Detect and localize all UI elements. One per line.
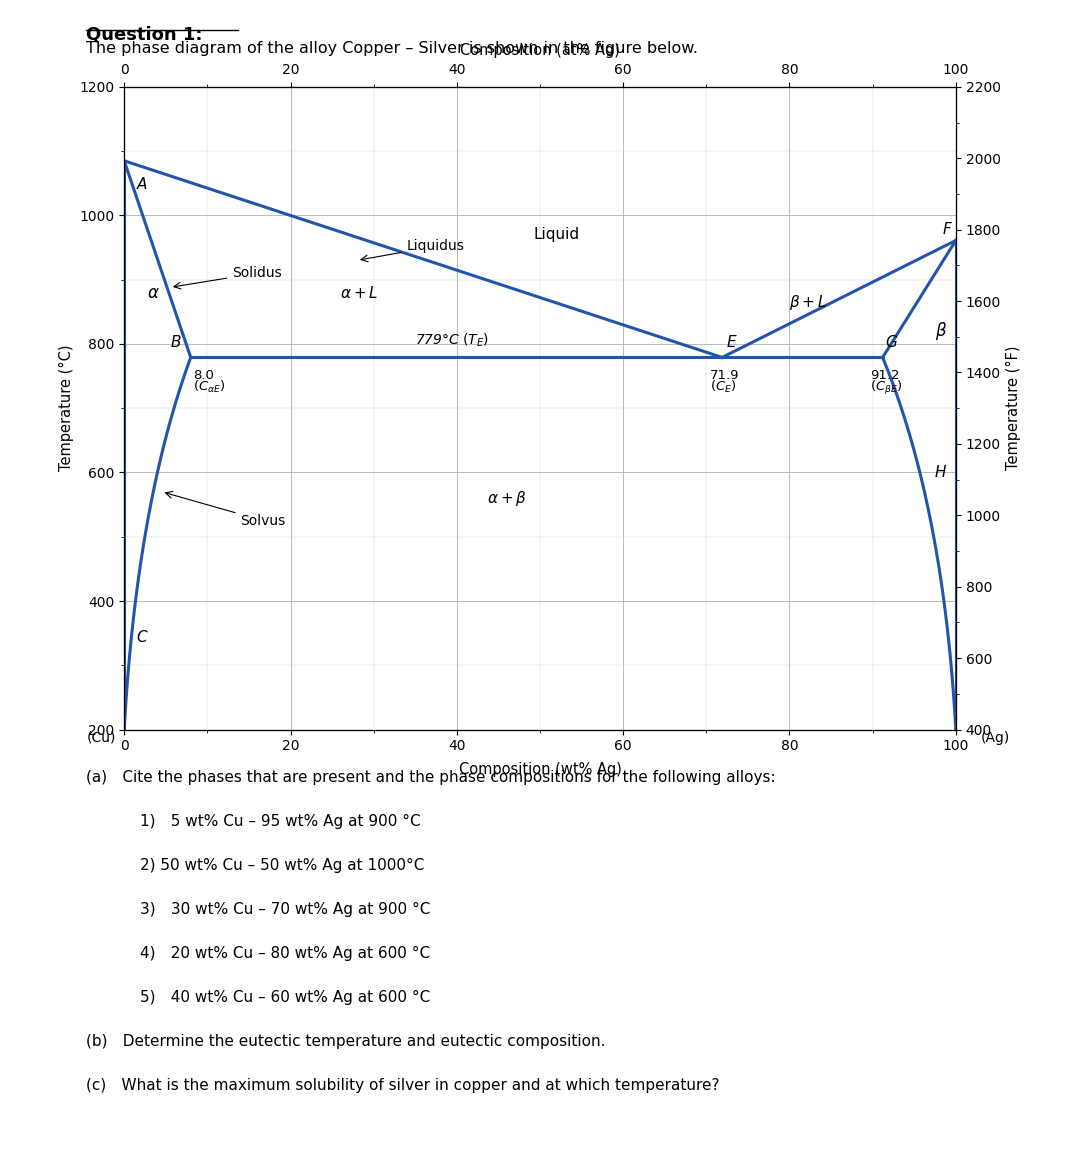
Text: $\beta$: $\beta$ <box>935 320 947 342</box>
Text: $\beta + L$: $\beta + L$ <box>789 293 827 312</box>
Text: 2) 50 wt% Cu – 50 wt% Ag at 1000°C: 2) 50 wt% Cu – 50 wt% Ag at 1000°C <box>140 858 424 873</box>
Text: Solvus: Solvus <box>165 491 286 528</box>
Text: F: F <box>943 222 951 237</box>
Text: 5) 40 wt% Cu – 60 wt% Ag at 600 °C: 5) 40 wt% Cu – 60 wt% Ag at 600 °C <box>140 990 431 1005</box>
Text: $\alpha$: $\alpha$ <box>147 284 160 301</box>
Text: (Cu): (Cu) <box>86 731 116 745</box>
Text: 3) 30 wt% Cu – 70 wt% Ag at 900 °C: 3) 30 wt% Cu – 70 wt% Ag at 900 °C <box>140 902 431 917</box>
Text: Liquidus: Liquidus <box>361 240 464 262</box>
Text: $\alpha + \beta$: $\alpha + \beta$ <box>487 489 527 507</box>
Text: E: E <box>726 335 735 350</box>
Text: (c) What is the maximum solubility of silver in copper and at which temperature?: (c) What is the maximum solubility of si… <box>86 1078 720 1093</box>
Text: H: H <box>935 466 946 479</box>
Text: 91.2: 91.2 <box>870 369 900 382</box>
Text: 8.0: 8.0 <box>193 369 214 382</box>
Text: A: A <box>137 177 147 192</box>
Text: B: B <box>171 335 180 350</box>
Text: 4) 20 wt% Cu – 80 wt% Ag at 600 °C: 4) 20 wt% Cu – 80 wt% Ag at 600 °C <box>140 946 431 961</box>
Text: 71.9: 71.9 <box>710 369 739 382</box>
Text: Solidus: Solidus <box>174 266 282 290</box>
Y-axis label: Temperature (°C): Temperature (°C) <box>58 345 73 471</box>
Text: G: G <box>886 335 897 350</box>
Text: (a) Cite the phases that are present and the phase compositions for the followin: (a) Cite the phases that are present and… <box>86 770 777 785</box>
Text: Liquid: Liquid <box>534 227 580 242</box>
Text: $(C_E)$: $(C_E)$ <box>710 380 737 395</box>
Text: $\alpha + L$: $\alpha + L$ <box>340 285 379 301</box>
Text: (b) Determine the eutectic temperature and eutectic composition.: (b) Determine the eutectic temperature a… <box>86 1034 606 1049</box>
X-axis label: Composition (wt% Ag): Composition (wt% Ag) <box>459 762 621 777</box>
Text: $(C_{\beta E})$: $(C_{\beta E})$ <box>870 380 903 397</box>
Text: C: C <box>137 630 147 645</box>
Text: The phase diagram of the alloy Copper – Silver is shown in the figure below.: The phase diagram of the alloy Copper – … <box>86 41 699 56</box>
X-axis label: Composition (at% Ag): Composition (at% Ag) <box>460 43 620 58</box>
Text: Question 1:: Question 1: <box>86 25 203 44</box>
Y-axis label: Temperature (°F): Temperature (°F) <box>1007 346 1022 470</box>
Text: 779°C $(T_E)$: 779°C $(T_E)$ <box>415 331 489 349</box>
Text: 1) 5 wt% Cu – 95 wt% Ag at 900 °C: 1) 5 wt% Cu – 95 wt% Ag at 900 °C <box>140 814 421 829</box>
Text: (Ag): (Ag) <box>981 731 1010 745</box>
Text: $(C_{\alpha E})$: $(C_{\alpha E})$ <box>193 380 226 395</box>
